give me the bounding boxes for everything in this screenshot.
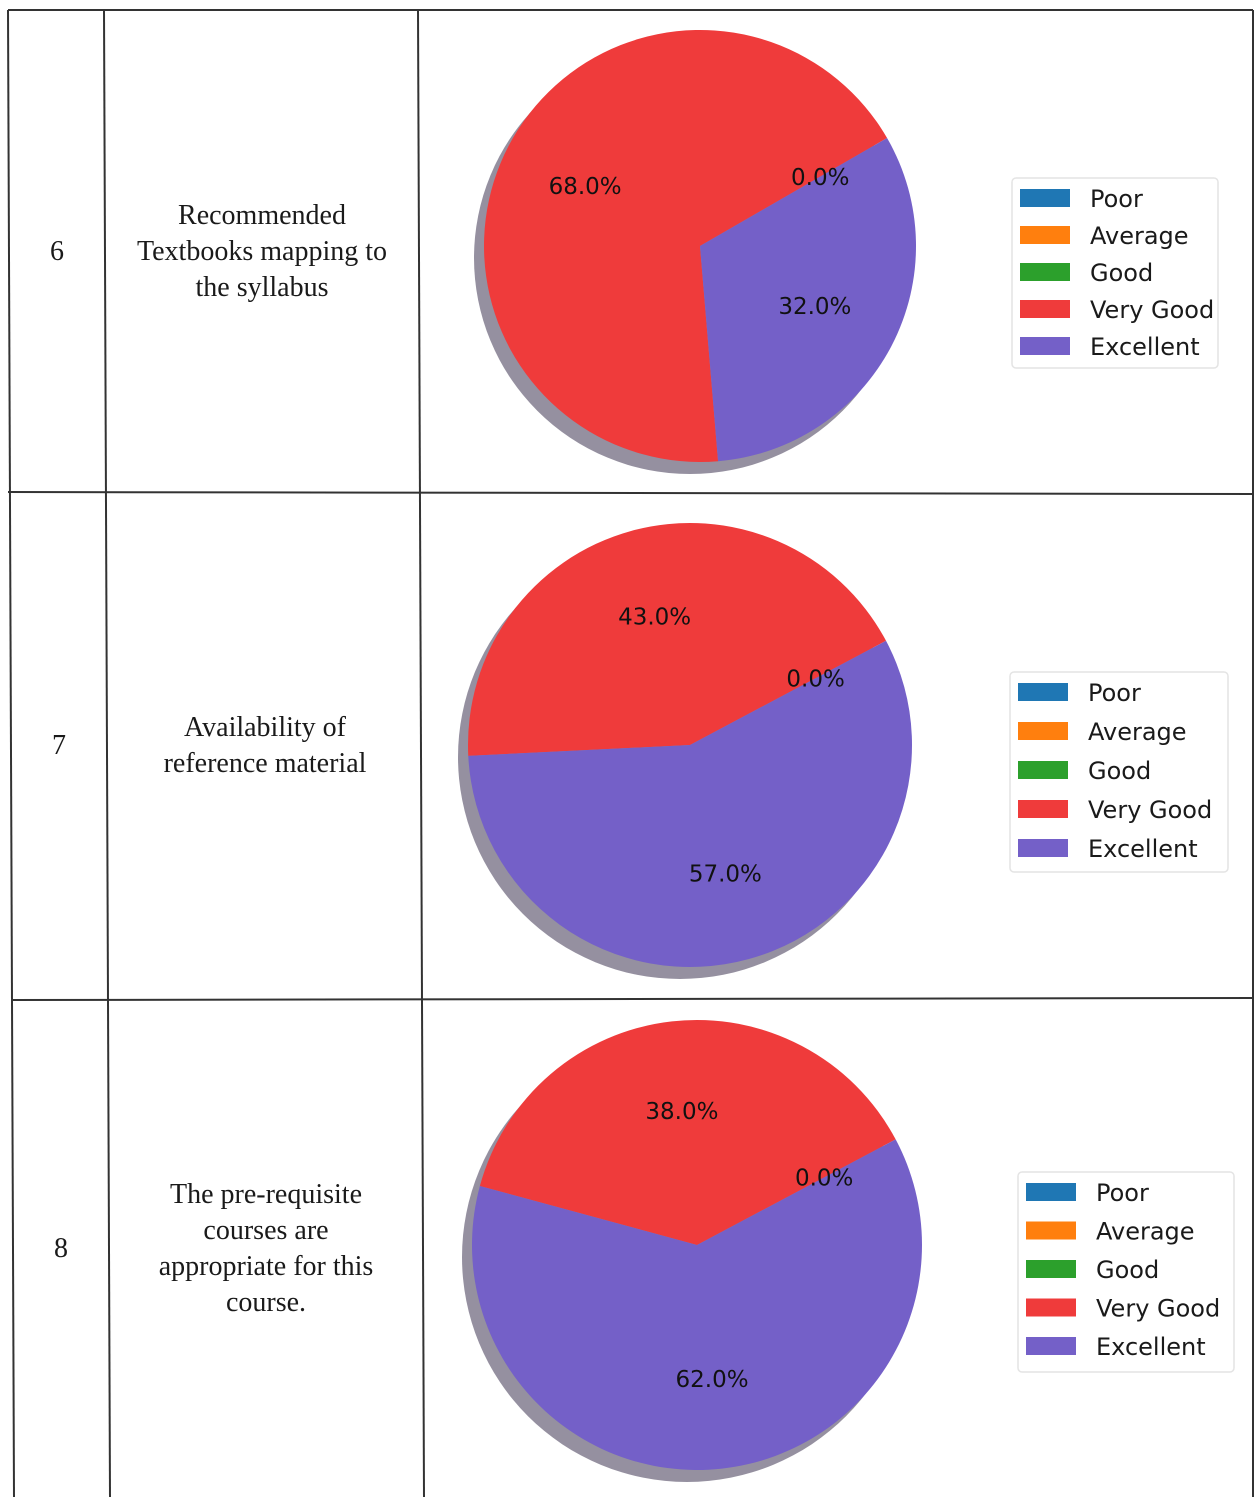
- legend-swatch: [1026, 1298, 1076, 1317]
- slice-very-good: [468, 523, 887, 756]
- slice-excellent: [472, 1139, 922, 1470]
- slice-label-zero: 0.0%: [791, 165, 849, 191]
- legend-swatch: [1020, 300, 1070, 318]
- legend-swatch: [1018, 800, 1068, 818]
- question-text: The pre-requisite courses are appropriat…: [159, 1177, 374, 1321]
- grid-line-col-1: [103, 9, 111, 1497]
- question-line: appropriate for this: [158, 1250, 374, 1282]
- legend-entry: Very Good: [1088, 796, 1212, 824]
- legend-swatch: [1020, 226, 1070, 244]
- legend-swatch: [1018, 761, 1068, 779]
- legend-entry: Average: [1096, 1218, 1195, 1246]
- slice-very-good: [479, 1019, 896, 1245]
- legend-swatch: [1020, 263, 1070, 281]
- question-line: courses are: [203, 1214, 329, 1246]
- legend-entry: Excellent: [1088, 835, 1198, 863]
- row-number-text: 8: [54, 1232, 68, 1264]
- slice-label-very-good: 38.0%: [645, 1099, 718, 1125]
- legend-swatch: [1018, 839, 1068, 857]
- legend-entry: Very Good: [1096, 1295, 1220, 1323]
- slice-label-very-good: 68.0%: [549, 174, 622, 200]
- slice-label-zero: 0.0%: [795, 1166, 853, 1192]
- pie-chart: 0.0% 68.0% 32.0% Poor Average Good Very Good Ex…: [474, 29, 1219, 474]
- grid-line-col-2: [417, 9, 425, 1497]
- row-number: 6: [10, 12, 104, 492]
- legend-entry: Average: [1090, 222, 1189, 250]
- row-number: 7: [12, 494, 106, 998]
- legend-entry: Poor: [1090, 185, 1143, 213]
- legend-entry: Good: [1096, 1256, 1159, 1284]
- legend: Poor Average Good Very Good Excellent: [1017, 1171, 1235, 1373]
- legend: Poor Average Good Very Good Excellent: [1011, 177, 1219, 369]
- slice-excellent: [468, 640, 912, 967]
- question-text: Recommended Textbooks mapping to the syl…: [137, 198, 387, 306]
- legend-swatch: [1026, 1337, 1076, 1355]
- question-line: course.: [225, 1286, 307, 1318]
- legend-entry: Very Good: [1090, 296, 1214, 324]
- question-line: reference material: [163, 748, 367, 779]
- question-line: Recommended: [178, 200, 346, 231]
- slice-label-excellent: 32.0%: [778, 294, 851, 320]
- question-line: The pre-requisite: [169, 1178, 363, 1210]
- legend-entry: Average: [1088, 718, 1187, 746]
- question-line: Availability of: [184, 712, 346, 743]
- slice-label-excellent: 57.0%: [689, 861, 762, 887]
- row-number: 8: [14, 1000, 108, 1497]
- pie-chart: 0.0% 43.0% 57.0% Poor Average Good Very Good Ex…: [458, 523, 1229, 979]
- question-cell: Recommended Textbooks mapping to the syl…: [106, 12, 418, 492]
- question-cell: The pre-requisite courses are appropriat…: [110, 1000, 422, 1497]
- legend-swatch: [1018, 683, 1068, 701]
- row-number-text: 6: [50, 236, 64, 267]
- slice-label-zero: 0.0%: [786, 666, 844, 692]
- legend-entry: Good: [1090, 259, 1153, 287]
- row-number-text: 7: [52, 730, 66, 761]
- legend-swatch: [1026, 1221, 1076, 1240]
- question-line: Textbooks mapping to: [136, 236, 388, 267]
- legend-swatch: [1026, 1260, 1076, 1278]
- legend-entry: Good: [1088, 757, 1151, 785]
- question-text: Availability of reference material: [164, 710, 367, 782]
- legend-swatch: [1026, 1183, 1076, 1201]
- slice-label-very-good: 43.0%: [618, 605, 691, 631]
- grid-line-row-7-8: [11, 997, 1254, 1001]
- legend-entry: Excellent: [1090, 333, 1200, 361]
- question-line: the syllabus: [195, 272, 329, 303]
- legend-swatch: [1020, 337, 1070, 355]
- legend-box: [1011, 177, 1219, 369]
- legend-entry: Poor: [1088, 679, 1141, 707]
- legend-swatch: [1018, 722, 1068, 740]
- legend-swatch: [1020, 189, 1070, 207]
- slice-excellent: [700, 138, 917, 462]
- legend: Poor Average Good Very Good Excellent: [1009, 671, 1229, 873]
- pie-chart: 0.0% 38.0% 62.0% Poor Average Good Very Good Ex…: [462, 1019, 1235, 1482]
- slice-label-excellent: 62.0%: [676, 1367, 749, 1393]
- legend-entry: Poor: [1096, 1179, 1149, 1207]
- slice-very-good: [484, 29, 888, 463]
- grid-line-row-6-7: [7, 491, 1254, 495]
- legend-entry: Excellent: [1096, 1333, 1206, 1361]
- question-cell: Availability of reference material: [110, 494, 420, 998]
- grid-line-left: [7, 9, 15, 1497]
